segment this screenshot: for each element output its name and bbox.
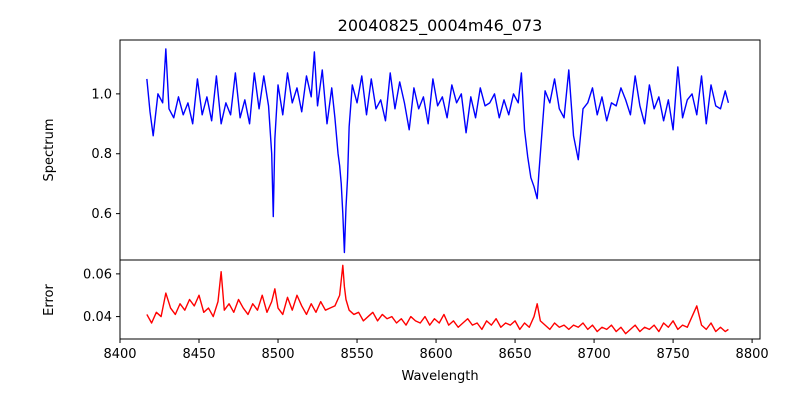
spectrum-y-tick-label: 0.6 (91, 207, 112, 222)
error-y-tick-label: 0.04 (83, 310, 112, 325)
x-tick-label: 8650 (499, 347, 532, 362)
x-tick-label: 8700 (578, 347, 611, 362)
x-tick-label: 8550 (340, 347, 373, 362)
x-tick-label: 8600 (420, 347, 453, 362)
x-tick-label: 8450 (182, 347, 215, 362)
error-axis-label: Error (42, 284, 57, 316)
x-tick-label: 8800 (736, 347, 769, 362)
spectrum-y-tick-label: 0.8 (91, 147, 112, 162)
spectrum-series-line (146, 48, 730, 254)
error-y-tick-label: 0.06 (83, 267, 112, 282)
error-panel: 0.04 0.06 8400 8450 8500 8550 8600 8650 8700 8750… (83, 259, 769, 362)
x-tick-label: 8400 (103, 347, 136, 362)
spectrum-y-tick-label: 1.0 (91, 87, 112, 102)
spectrum-panel: 0.6 0.8 1.0 (91, 39, 761, 261)
spectrum-axis-label: Spectrum (42, 119, 57, 182)
x-tick-label: 8750 (657, 347, 690, 362)
wavelength-axis-label: Wavelength (401, 369, 478, 384)
x-tick-label: 8500 (261, 347, 294, 362)
error-axes-frame (119, 259, 761, 340)
spectrum-axes-frame (119, 39, 761, 261)
error-series-line (146, 264, 729, 335)
chart-title: 20040825_0004m46_073 (338, 16, 543, 36)
